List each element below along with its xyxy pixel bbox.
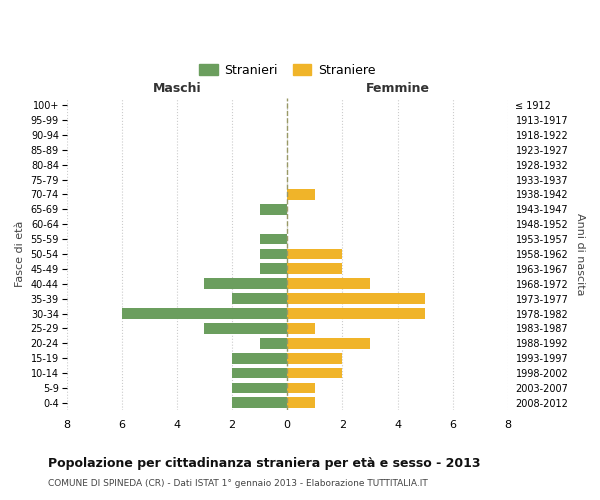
- Bar: [260, 264, 287, 274]
- Bar: [260, 204, 287, 214]
- Bar: [287, 398, 315, 408]
- Bar: [260, 248, 287, 260]
- Bar: [287, 294, 425, 304]
- Legend: Stranieri, Straniere: Stranieri, Straniere: [196, 60, 379, 80]
- Bar: [205, 278, 287, 289]
- Bar: [232, 353, 287, 364]
- Bar: [232, 294, 287, 304]
- Bar: [260, 338, 287, 348]
- Bar: [287, 353, 343, 364]
- Bar: [122, 308, 287, 319]
- Bar: [287, 323, 315, 334]
- Bar: [287, 338, 370, 348]
- Bar: [232, 398, 287, 408]
- Text: Femmine: Femmine: [365, 82, 430, 96]
- Text: COMUNE DI SPINEDA (CR) - Dati ISTAT 1° gennaio 2013 - Elaborazione TUTTITALIA.IT: COMUNE DI SPINEDA (CR) - Dati ISTAT 1° g…: [48, 479, 428, 488]
- Bar: [232, 382, 287, 394]
- Bar: [287, 189, 315, 200]
- Bar: [287, 308, 425, 319]
- Bar: [205, 323, 287, 334]
- Y-axis label: Anni di nascita: Anni di nascita: [575, 212, 585, 295]
- Bar: [232, 368, 287, 378]
- Bar: [287, 248, 343, 260]
- Bar: [287, 368, 343, 378]
- Bar: [260, 234, 287, 244]
- Bar: [287, 278, 370, 289]
- Text: Popolazione per cittadinanza straniera per età e sesso - 2013: Popolazione per cittadinanza straniera p…: [48, 458, 481, 470]
- Y-axis label: Fasce di età: Fasce di età: [15, 221, 25, 287]
- Text: Maschi: Maschi: [152, 82, 201, 96]
- Bar: [287, 264, 343, 274]
- Bar: [287, 382, 315, 394]
